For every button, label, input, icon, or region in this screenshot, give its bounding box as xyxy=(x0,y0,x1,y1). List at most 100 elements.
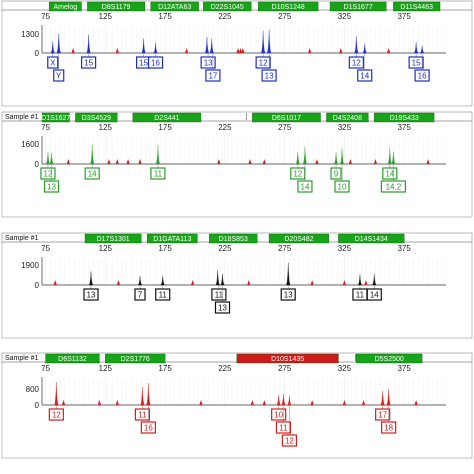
allele-label: 11 xyxy=(215,291,224,300)
allele-label: 15 xyxy=(139,59,148,68)
x-tick-label: 125 xyxy=(99,123,113,132)
peak xyxy=(209,38,215,54)
allele-label: 13 xyxy=(265,72,274,81)
artifact-peak xyxy=(115,400,119,405)
y-tick-label: 0 xyxy=(35,160,40,169)
x-tick-label: 175 xyxy=(158,244,172,253)
marker-label: D10S1435 xyxy=(271,356,304,363)
marker-label: D11S4463 xyxy=(400,4,433,11)
x-tick-label: 375 xyxy=(397,12,411,21)
peak xyxy=(215,270,220,286)
peak xyxy=(140,386,145,406)
allele-box xyxy=(150,167,166,180)
panel-4: Sample #1 D6S1132 D2S1776 D10S1435 D5S2500 75… xyxy=(1,352,473,459)
artifact-peak xyxy=(308,48,312,53)
allele-box xyxy=(255,56,271,69)
allele-box xyxy=(134,408,151,421)
peak xyxy=(56,33,62,54)
y-tick-label: 1300 xyxy=(21,30,39,39)
allele-box xyxy=(140,421,156,434)
artifact-peak xyxy=(310,280,314,285)
allele-label: 14.2 xyxy=(386,183,402,192)
y-tick-label: 0 xyxy=(35,401,40,410)
allele-box xyxy=(375,408,391,421)
y-tick-label: 800 xyxy=(26,385,40,394)
peak xyxy=(141,38,146,54)
peak xyxy=(204,37,210,54)
allele-label: 9 xyxy=(334,170,339,179)
allele-label: 13 xyxy=(204,59,213,68)
peak xyxy=(86,34,91,54)
allele-box xyxy=(281,434,298,447)
panel-1: Amelog D8S1179 D12ATA63 D22S1045 D10S1248 D1S… xyxy=(1,0,473,107)
panel-frame xyxy=(1,361,473,459)
allele-label: 16 xyxy=(418,72,427,81)
marker-bar xyxy=(105,353,166,364)
allele-label: 12 xyxy=(285,437,294,446)
allele-label: 10 xyxy=(274,411,283,420)
panel-title: Sample #1 xyxy=(5,355,39,362)
allele-label: 11 xyxy=(279,424,288,433)
peak xyxy=(281,393,286,406)
x-tick-label: 225 xyxy=(218,364,232,373)
peak xyxy=(146,382,151,406)
x-tick-label: 175 xyxy=(158,12,172,21)
marker-label: D22S1045 xyxy=(211,4,244,11)
y-tick-label: 0 xyxy=(35,49,40,58)
allele-label: 12 xyxy=(44,170,53,179)
allele-box xyxy=(205,69,221,82)
allele-label: 11 xyxy=(154,170,163,179)
x-tick-label: 125 xyxy=(99,364,113,373)
marker-label: D1S1677 xyxy=(344,4,373,11)
x-tick-label: 325 xyxy=(338,364,352,373)
allele-label: 13 xyxy=(218,304,227,313)
artifact-peak xyxy=(61,400,66,405)
allele-label: 12 xyxy=(259,59,268,68)
marker-bar xyxy=(41,112,70,123)
marker-label: D10S1248 xyxy=(272,4,305,11)
marker-bar xyxy=(374,112,435,123)
marker-bar xyxy=(268,233,330,244)
allele-label: 14 xyxy=(370,291,379,300)
allele-box xyxy=(81,56,97,69)
marker-bar xyxy=(150,1,199,12)
marker-label: D20S482 xyxy=(284,236,313,243)
allele-box xyxy=(200,56,216,69)
peak xyxy=(220,274,225,286)
allele-box xyxy=(408,56,424,69)
marker-label: D5S2500 xyxy=(375,356,404,363)
marker-label: D8S1179 xyxy=(102,4,131,11)
artifact-peak xyxy=(361,400,366,405)
marker-bar xyxy=(45,353,100,364)
peak xyxy=(160,275,165,286)
y-tick-label: 0 xyxy=(35,281,40,290)
allele-box xyxy=(43,180,60,193)
peak xyxy=(391,151,396,165)
x-tick-label: 125 xyxy=(99,12,113,21)
allele-box xyxy=(275,421,292,434)
x-tick-label: 325 xyxy=(338,12,352,21)
artifact-peak xyxy=(348,159,352,164)
peak xyxy=(49,152,54,165)
marker-bar xyxy=(326,112,369,123)
peak xyxy=(276,394,281,406)
peak xyxy=(53,381,59,406)
allele-box xyxy=(40,167,56,180)
artifact-peak xyxy=(339,48,343,53)
artifact-peak xyxy=(248,159,252,164)
artifact-peak xyxy=(342,400,347,405)
artifact-peak xyxy=(238,48,243,53)
peak xyxy=(387,147,393,165)
marker-bar xyxy=(209,233,258,244)
allele-label: 15 xyxy=(412,59,421,68)
allele-box xyxy=(271,408,287,421)
peak xyxy=(153,42,158,54)
allele-box xyxy=(330,167,342,180)
peak xyxy=(372,274,377,286)
peak xyxy=(333,152,339,165)
panel-title: Sample #1 xyxy=(5,235,39,242)
allele-label: Y xyxy=(56,72,62,81)
peak xyxy=(295,151,301,165)
peak xyxy=(89,144,95,165)
panel-frame xyxy=(1,120,473,218)
